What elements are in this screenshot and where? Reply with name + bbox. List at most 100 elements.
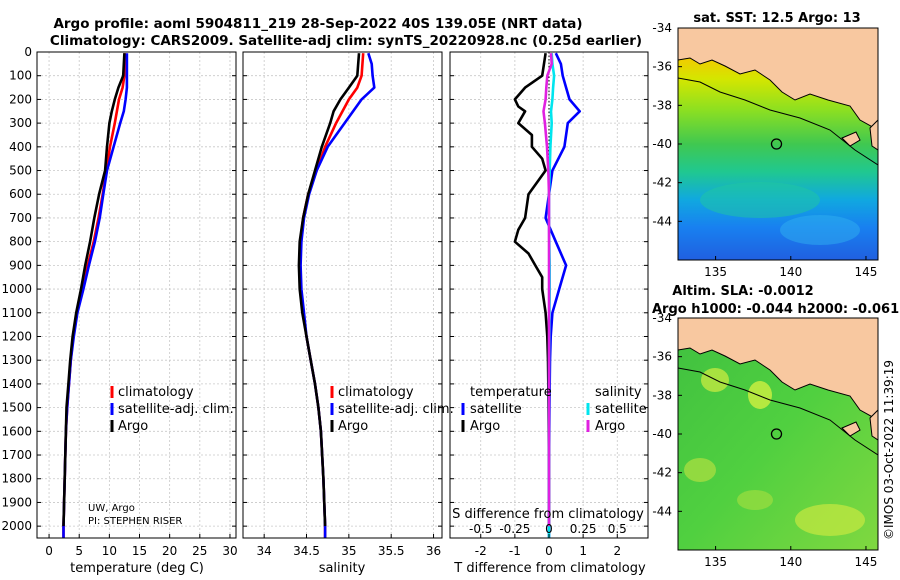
x-tick-label: 0 [545, 544, 553, 558]
s-difference-label: S difference from climatology [452, 507, 644, 522]
legend-s-satellite: satellite [595, 402, 647, 417]
y-tick-label: 300 [9, 116, 32, 130]
x-tick-label: 34.5 [293, 544, 320, 558]
x-tick-label: -1 [509, 544, 521, 558]
y-tick-label: 400 [9, 140, 32, 154]
difference-xlabel: T difference from climatology [453, 561, 646, 576]
legend-satellite-adj: satellite-adj. clim. [338, 402, 454, 417]
map-y-tick-label: -38 [652, 98, 672, 112]
y-tick-label: 1700 [1, 448, 32, 462]
y-tick-label: 1600 [1, 424, 32, 438]
map-x-tick-label: 145 [855, 555, 878, 569]
y-tick-label: 900 [9, 258, 32, 272]
series-line-climatology [298, 53, 365, 538]
salinity-legend: climatology satellite-adj. clim. Argo [330, 385, 454, 434]
y-tick-label: 1400 [1, 377, 32, 391]
x-tick-label: 0 [45, 544, 53, 558]
y-tick-label: 1100 [1, 306, 32, 320]
x-tick-label: 30 [222, 544, 237, 558]
legend-s-argo: Argo [595, 419, 625, 434]
series-line-climatology [62, 53, 127, 538]
legend-climatology: climatology [118, 385, 194, 400]
annotation-uw-argo: UW, Argo [88, 503, 135, 514]
temperature-panel: 0100200300400500600700800900100011001200… [1, 45, 237, 558]
s-tick-label: 0.25 [570, 522, 597, 536]
map-y-tick-label: -36 [652, 350, 672, 364]
temperature-xlabel: temperature (deg C) [70, 561, 204, 576]
map-y-tick-label: -34 [652, 311, 672, 325]
map-y-tick-label: -44 [652, 504, 672, 518]
sst-land [678, 28, 878, 131]
x-tick-label: 15 [132, 544, 147, 558]
map-x-tick-label: 135 [704, 265, 727, 279]
axes-frame [36, 51, 237, 539]
map-y-tick-label: -34 [652, 21, 672, 35]
x-tick-label: 34 [257, 544, 272, 558]
sla-map [678, 318, 878, 550]
legend-t-argo: Argo [470, 419, 500, 434]
map-y-tick-label: -44 [652, 214, 672, 228]
sla-map-title: Altim. SLA: -0.0012 [672, 284, 813, 299]
legend-argo: Argo [118, 419, 148, 434]
s-tick-label: -0.25 [499, 522, 530, 536]
x-tick-label: -2 [475, 544, 487, 558]
series-line-argo [62, 53, 126, 527]
y-tick-label: 100 [9, 69, 32, 83]
y-tick-label: 1500 [1, 401, 32, 415]
title-line-1: Argo profile: aoml 5904811_219 28-Sep-20… [53, 16, 582, 32]
sla-argo-location-marker [770, 428, 783, 440]
s-tick-label: -0.5 [469, 522, 492, 536]
y-tick-label: 800 [9, 235, 32, 249]
y-tick-label: 700 [9, 211, 32, 225]
x-tick-label: 5 [75, 544, 83, 558]
y-tick-label: 1300 [1, 353, 32, 367]
imos-watermark: ©IMOS 03-Oct-2022 11:39:19 [882, 360, 896, 540]
legend-temperature-title: temperature [470, 385, 552, 400]
map-x-tick-label: 140 [779, 265, 802, 279]
sla-map-axes: 135 140 145 -34 -36 -38 -40 -42 -44 [652, 311, 877, 569]
legend-salinity-title: salinity [595, 385, 642, 400]
sst-map-axes: 135 140 145 -34 -36 -38 -40 -42 -44 [652, 21, 877, 279]
series-line-salinity-argo [542, 53, 554, 527]
y-tick-label: 1900 [1, 495, 32, 509]
legend-climatology: climatology [338, 385, 414, 400]
x-tick-label: 2 [613, 544, 621, 558]
sst-map-title: sat. SST: 12.5 Argo: 13 [693, 11, 860, 26]
s-tick-label: 0 [545, 522, 553, 536]
x-tick-label: 25 [192, 544, 207, 558]
map-x-tick-label: 145 [855, 265, 878, 279]
salinity-panel: 34 34.5 35 35.5 36 [242, 51, 443, 558]
s-tick-label: 0.5 [608, 522, 627, 536]
salinity-xlabel: salinity [319, 561, 366, 576]
sst-map [678, 28, 878, 260]
sst-argo-location-marker [770, 138, 783, 150]
annotation-pi: PI: STEPHEN RISER [88, 516, 182, 527]
x-tick-label: 20 [162, 544, 177, 558]
map-y-tick-label: -38 [652, 388, 672, 402]
legend-t-satellite: satellite [470, 402, 522, 417]
y-tick-label: 500 [9, 164, 32, 178]
sla-map-subtitle: Argo h1000: -0.044 h2000: -0.061 [652, 302, 899, 317]
temperature-legend: climatology satellite-adj. clim. Argo [110, 385, 234, 434]
legend-satellite-adj: satellite-adj. clim. [118, 402, 234, 417]
x-tick-label: 36 [426, 544, 441, 558]
map-y-tick-label: -42 [652, 466, 672, 480]
map-y-tick-label: -40 [652, 137, 672, 151]
x-tick-label: 10 [102, 544, 117, 558]
map-x-tick-label: 135 [704, 555, 727, 569]
x-tick-label: 35.5 [378, 544, 405, 558]
y-tick-label: 0 [24, 45, 32, 59]
series-line-argo [297, 53, 361, 527]
x-tick-label: 35 [341, 544, 356, 558]
legend-argo: Argo [338, 419, 368, 434]
map-x-tick-label: 140 [779, 555, 802, 569]
series-line-satellite-adj-clim- [299, 52, 376, 538]
series-line-satellite-adj-clim- [62, 53, 129, 538]
y-tick-label: 200 [9, 92, 32, 106]
difference-panel: -2 -1 0 1 2 -0.5 -0.25 0 0.25 0.5 [449, 51, 649, 558]
sla-land [678, 318, 878, 421]
y-tick-label: 1200 [1, 329, 32, 343]
y-tick-label: 1000 [1, 282, 32, 296]
y-tick-label: 600 [9, 187, 32, 201]
